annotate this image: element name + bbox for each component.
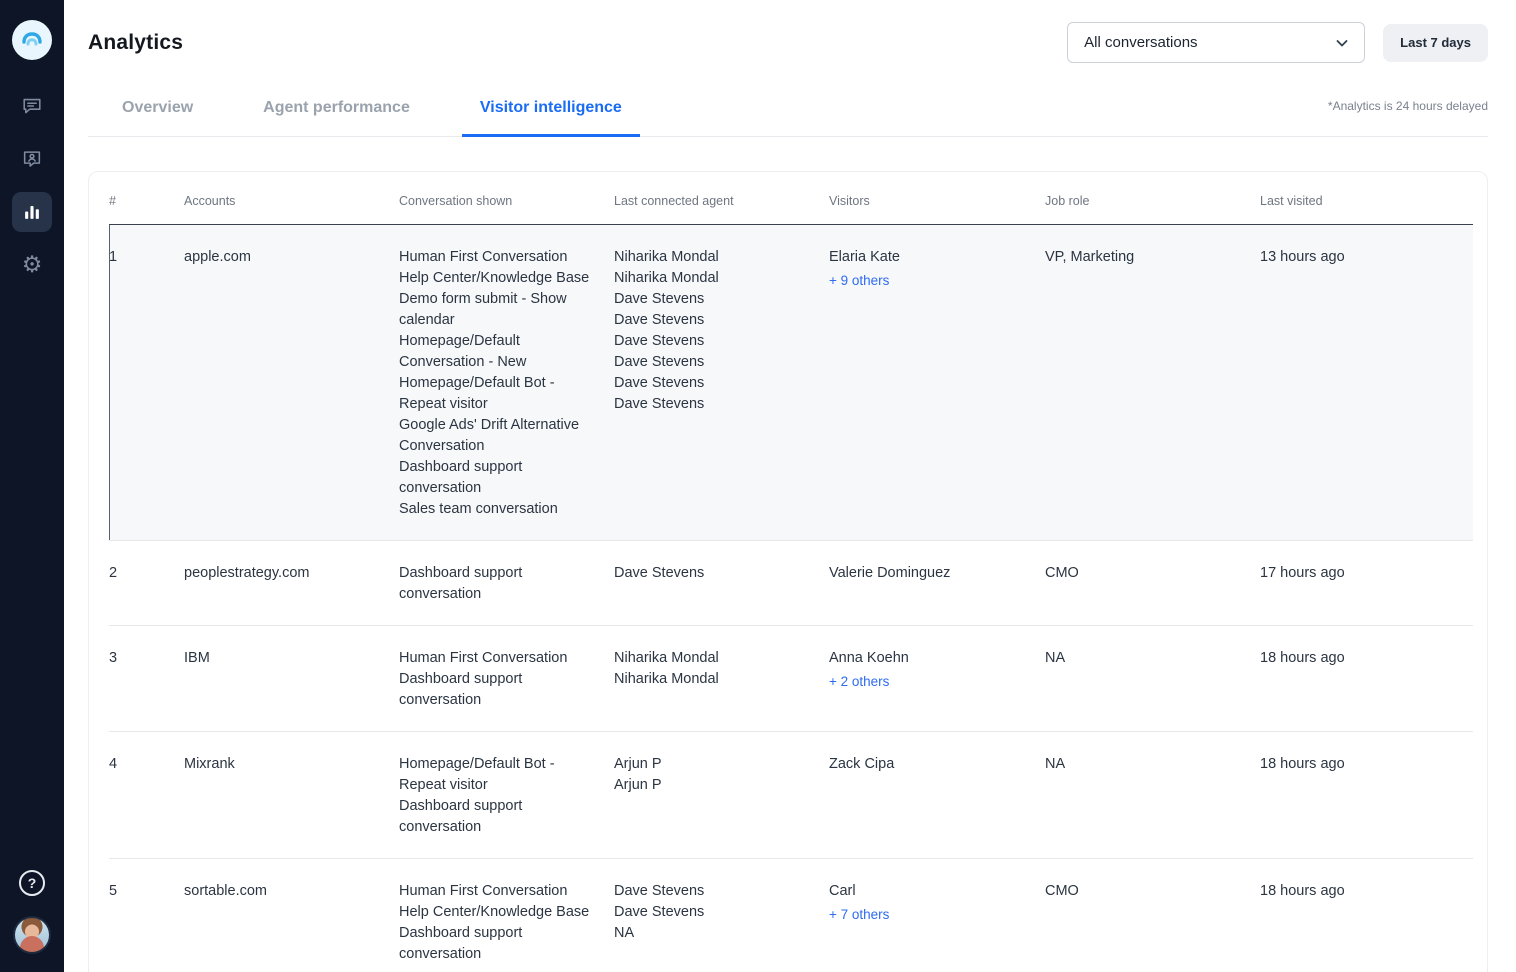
job-role: NA bbox=[1045, 756, 1066, 772]
account-name: sortable.com bbox=[184, 883, 268, 899]
visitors-cell: Carl + 7 others bbox=[829, 881, 1045, 965]
account-name: apple.com bbox=[184, 249, 251, 265]
conversation-list: Human First Conversation Dashboard suppor… bbox=[399, 650, 568, 708]
column-header-conversation-shown: Conversation shown bbox=[399, 194, 513, 208]
conversation-filter-dropdown[interactable]: All conversations bbox=[1067, 22, 1366, 63]
visitors-cell: Elaria Kate + 9 others bbox=[829, 247, 1045, 520]
analytics-delay-note: *Analytics is 24 hours delayed bbox=[1327, 98, 1488, 113]
visitor-more-link[interactable]: + 7 others bbox=[829, 907, 890, 922]
main-content: Analytics All conversations Last 7 days … bbox=[64, 0, 1516, 972]
account-name: IBM bbox=[184, 650, 210, 666]
row-number: 4 bbox=[109, 756, 118, 772]
row-number: 3 bbox=[109, 650, 118, 666]
visitor-more-link[interactable]: + 9 others bbox=[829, 273, 890, 288]
table-header-row: # Accounts Conversation shown Last conne… bbox=[109, 172, 1473, 225]
sidebar: ⚙ ? bbox=[0, 0, 64, 972]
table-row: 1 apple.com Human First Conversation Help… bbox=[109, 225, 1473, 541]
row-number: 2 bbox=[109, 565, 118, 581]
date-range-button[interactable]: Last 7 days bbox=[1383, 23, 1488, 62]
table-row: 3 IBM Human First Conversation Dashboard … bbox=[109, 626, 1473, 732]
column-header-last-visited: Last visited bbox=[1260, 194, 1323, 208]
visitor-more-link[interactable]: + 2 others bbox=[829, 674, 890, 689]
table-row: 5 sortable.com Human First Conversation H… bbox=[109, 859, 1473, 972]
gear-icon: ⚙ bbox=[21, 251, 43, 278]
top-bar: Analytics All conversations Last 7 days bbox=[88, 22, 1488, 63]
agent-list: Dave Stevens Dave Stevens NA bbox=[614, 883, 705, 941]
visitors-cell: Zack Cipa bbox=[829, 754, 1045, 838]
page-title: Analytics bbox=[88, 30, 184, 54]
drift-logo-icon bbox=[22, 32, 42, 46]
visitor-intelligence-table-card: # Accounts Conversation shown Last conne… bbox=[88, 171, 1488, 972]
chevron-down-icon bbox=[1336, 39, 1348, 46]
visitor-intelligence-table: # Accounts Conversation shown Last conne… bbox=[109, 172, 1473, 972]
table-row: 2 peoplestrategy.com Dashboard support c… bbox=[109, 541, 1473, 626]
sidebar-item-conversations[interactable] bbox=[12, 86, 52, 126]
job-role: NA bbox=[1045, 650, 1066, 666]
agent-list: Niharika Mondal Niharika Mondal bbox=[614, 650, 719, 687]
visitor-name: Valerie Dominguez bbox=[829, 565, 951, 581]
job-role: VP, Marketing bbox=[1045, 249, 1135, 265]
column-header-last-connected-agent: Last connected agent bbox=[614, 194, 734, 208]
visitor-name: Anna Koehn bbox=[829, 650, 909, 666]
visitors-cell: Anna Koehn + 2 others bbox=[829, 648, 1045, 711]
column-header-job-role: Job role bbox=[1045, 194, 1090, 208]
column-header-visitors: Visitors bbox=[829, 194, 870, 208]
tabs-bar: Overview Agent performance Visitor intel… bbox=[88, 89, 1488, 137]
question-mark-icon: ? bbox=[27, 875, 37, 891]
account-name: peoplestrategy.com bbox=[184, 565, 310, 581]
visitor-name: Carl bbox=[829, 883, 856, 899]
last-visited: 18 hours ago bbox=[1260, 756, 1345, 772]
column-header-accounts: Accounts bbox=[184, 194, 236, 208]
conversation-list: Dashboard support conversation bbox=[399, 565, 523, 602]
sidebar-item-settings[interactable]: ⚙ bbox=[12, 245, 52, 285]
tab-agent-performance[interactable]: Agent performance bbox=[263, 99, 410, 116]
sidebar-item-analytics[interactable] bbox=[12, 192, 52, 232]
conversation-list: Homepage/Default Bot - Repeat visitor Das… bbox=[399, 756, 555, 835]
row-number: 5 bbox=[109, 883, 118, 899]
column-header-num: # bbox=[109, 194, 116, 208]
agent-list: Arjun P Arjun P bbox=[614, 756, 662, 793]
tab-visitor-intelligence[interactable]: Visitor intelligence bbox=[461, 89, 640, 137]
chat-icon bbox=[23, 98, 41, 114]
conversation-filter-value: All conversations bbox=[1084, 34, 1198, 51]
row-number: 1 bbox=[109, 249, 118, 265]
job-role: CMO bbox=[1045, 883, 1079, 899]
last-visited: 17 hours ago bbox=[1260, 565, 1345, 581]
last-visited: 18 hours ago bbox=[1260, 883, 1345, 899]
user-avatar[interactable] bbox=[13, 916, 51, 954]
sidebar-bottom: ? bbox=[13, 870, 51, 954]
job-role: CMO bbox=[1045, 565, 1079, 581]
conversation-list: Human First Conversation Help Center/Know… bbox=[399, 249, 590, 517]
last-visited: 18 hours ago bbox=[1260, 650, 1345, 666]
tab-overview[interactable]: Overview bbox=[122, 99, 194, 116]
visitor-name: Zack Cipa bbox=[829, 756, 895, 772]
visitor-name: Elaria Kate bbox=[829, 249, 900, 265]
last-visited: 13 hours ago bbox=[1260, 249, 1345, 265]
agent-list: Dave Stevens bbox=[614, 565, 705, 581]
table-row: 4 Mixrank Homepage/Default Bot - Repeat … bbox=[109, 732, 1473, 859]
help-button[interactable]: ? bbox=[19, 870, 45, 896]
agent-list: Niharika Mondal Niharika Mondal Dave Steve… bbox=[614, 249, 719, 412]
visitors-cell: Valerie Dominguez bbox=[829, 563, 1045, 605]
conversation-list: Human First Conversation Help Center/Know… bbox=[399, 883, 590, 962]
sidebar-item-visitors[interactable] bbox=[12, 139, 52, 179]
account-name: Mixrank bbox=[184, 756, 235, 772]
sidebar-nav: ⚙ bbox=[12, 86, 52, 285]
topbar-controls: All conversations Last 7 days bbox=[1067, 22, 1488, 63]
app-logo[interactable] bbox=[12, 20, 52, 60]
person-chat-icon bbox=[23, 151, 41, 167]
bar-chart-icon bbox=[25, 206, 39, 219]
